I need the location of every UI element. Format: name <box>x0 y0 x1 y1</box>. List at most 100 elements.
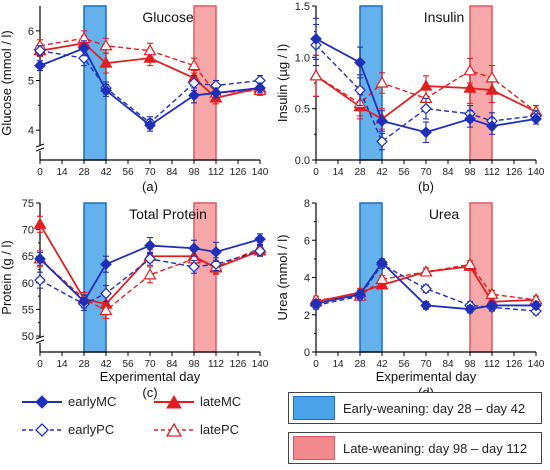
data-point-latePC <box>463 257 477 270</box>
data-point-earlyMC <box>210 87 222 99</box>
early-weaning-swatch <box>293 396 335 420</box>
legend-item-earlyPC: earlyPC <box>22 422 114 437</box>
data-point-earlyPC <box>34 44 46 57</box>
x-tick-label: 42 <box>100 167 112 178</box>
x-tick-label: 0 <box>313 167 319 178</box>
x-tick-label: 84 <box>442 359 454 370</box>
data-point-latePC <box>99 39 113 51</box>
x-tick-label: 70 <box>420 167 432 178</box>
panel-b: 0.0 0.5 1.0 1.5 0 14 28 42 56 70 84 98 112 126 140 Insu… <box>275 1 545 194</box>
legend-swatch-latePC <box>154 422 194 437</box>
x-tick-label: 112 <box>484 167 500 178</box>
legend-swatch-earlyMC <box>22 394 62 409</box>
data-point-earlyMC <box>464 113 476 125</box>
x-tick-label: 140 <box>252 359 269 370</box>
legend-swatch-lateMC <box>154 394 194 408</box>
x-tick-label: 98 <box>464 167 476 178</box>
data-point-latePC <box>143 268 157 280</box>
data-point-lateMC <box>33 217 47 229</box>
x-tick-label: 14 <box>56 359 68 370</box>
axis-break-gap <box>36 337 44 343</box>
chart-title: Urea <box>429 206 460 222</box>
x-axis-label: Experimental day <box>376 369 477 384</box>
x-tick-label: 140 <box>528 359 545 370</box>
x-tick-label: 70 <box>420 359 432 370</box>
y-tick-label: 70 <box>22 225 34 237</box>
y-tick-label: 8 <box>304 198 310 210</box>
data-point-earlyMC <box>100 84 112 97</box>
legend-label-latePC: latePC <box>200 422 240 437</box>
axis-break-mark <box>35 143 45 148</box>
x-tick-label: 126 <box>230 167 247 178</box>
panel-label: (a) <box>142 179 158 194</box>
y-axis-label: Urea (mmol / l) <box>275 235 290 321</box>
y-tick-label: 6 <box>28 26 34 38</box>
x-tick-label: 28 <box>78 167 90 178</box>
data-point-lateMC <box>375 278 389 290</box>
x-tick-label: 0 <box>37 359 43 370</box>
data-point-latePC <box>485 287 499 299</box>
data-point-latePC <box>375 76 389 88</box>
data-point-earlyMC <box>188 89 200 102</box>
x-tick-label: 14 <box>332 359 344 370</box>
data-point-earlyPC <box>188 261 200 273</box>
y-tick-label: 50 <box>22 331 34 343</box>
x-tick-label: 126 <box>230 359 247 370</box>
y-tick-label: 0.0 <box>295 155 310 167</box>
data-point-latePC <box>375 272 389 284</box>
late-weaning-band <box>469 202 493 353</box>
x-tick-label: 112 <box>208 167 224 178</box>
data-point-lateMC <box>99 56 113 68</box>
axis-break-gap <box>36 145 44 151</box>
x-tick-label: 126 <box>506 167 523 178</box>
data-point-earlyMC <box>34 253 46 265</box>
y-tick-label: 1.0 <box>295 52 310 64</box>
data-point-earlyMC <box>420 126 432 139</box>
data-point-earlyPC <box>144 253 156 265</box>
data-point-earlyMC <box>78 42 90 55</box>
data-point-latePC <box>419 265 433 277</box>
legend-label-earlyMC: earlyMC <box>68 394 117 409</box>
series-earlyMC <box>310 17 542 144</box>
y-tick-label: 60 <box>22 278 34 290</box>
y-axis-label: Glucose (mmol / l) <box>0 30 14 135</box>
series-earlyMC <box>310 256 542 316</box>
data-point-earlyPC <box>254 245 266 257</box>
x-tick-label: 56 <box>122 167 134 178</box>
data-point-earlyMC <box>144 239 156 252</box>
x-tick-label: 98 <box>188 167 200 178</box>
y-tick-label: 0 <box>304 347 310 359</box>
data-point-earlyMC <box>486 120 498 132</box>
data-point-latePC <box>485 71 499 83</box>
data-point-earlyMC <box>310 297 322 310</box>
data-point-latePC <box>309 69 323 81</box>
x-tick-label: 14 <box>56 167 68 178</box>
x-tick-label: 28 <box>78 359 90 370</box>
x-tick-label: 42 <box>100 359 112 370</box>
x-tick-label: 98 <box>188 359 200 370</box>
y-tick-label: 55 <box>22 304 34 316</box>
data-point-earlyMC <box>376 115 388 127</box>
data-point-earlyMC <box>210 246 222 258</box>
x-axis-label: Experimental day <box>100 369 201 384</box>
data-point-earlyMC <box>376 256 388 269</box>
data-point-earlyPC <box>100 287 112 300</box>
data-point-latePC <box>143 44 157 56</box>
x-tick-label: 112 <box>208 359 224 370</box>
panel-c: 50 55 60 65 70 75 0 14 28 42 56 70 84 98 112 126 140 Tota… <box>0 198 269 400</box>
data-point-lateMC <box>463 81 477 93</box>
x-tick-label: 112 <box>484 359 500 370</box>
data-point-earlyMC <box>354 288 366 301</box>
axis-break-mark <box>35 147 45 152</box>
data-point-earlyMC <box>144 119 156 132</box>
early-weaning-legend: Early-weaning: day 28 – day 42 <box>288 392 542 424</box>
data-point-earlyMC <box>254 233 266 246</box>
data-point-latePC <box>99 303 113 316</box>
panel-d: 0 2 4 6 8 0 14 28 42 56 70 84 98 112 126 140 Urea Urea (m… <box>275 198 545 400</box>
data-point-earlyPC <box>376 135 388 148</box>
data-point-earlyMC <box>464 303 476 316</box>
x-tick-label: 42 <box>376 167 388 178</box>
data-point-earlyMC <box>78 295 90 308</box>
legend-label-earlyPC: earlyPC <box>68 422 115 437</box>
